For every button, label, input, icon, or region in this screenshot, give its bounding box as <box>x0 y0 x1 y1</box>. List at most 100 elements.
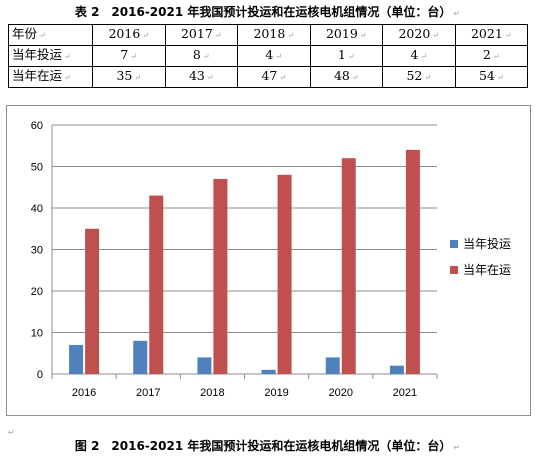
figure-caption: 图 2 2016-2021 年我国预计投运和在运核电机组情况（单位：台） ↵ <box>0 438 535 456</box>
table-cell: 2 ↵ <box>454 45 528 67</box>
bar-in-operation <box>277 174 292 374</box>
bar-commissioned <box>261 369 276 374</box>
paragraph-mark-icon: ↵ <box>8 428 15 437</box>
cell-end-mark-icon: ↵ <box>351 73 359 82</box>
paragraph-mark-icon: ↵ <box>453 443 461 452</box>
cell-text: 43 <box>188 68 205 83</box>
cell-text: 2017 <box>180 26 213 41</box>
cell-end-mark-icon: ↵ <box>202 52 210 61</box>
cell-end-mark-icon: ↵ <box>496 73 504 82</box>
cell-text: 1 <box>337 47 346 62</box>
cell-end-mark-icon: ↵ <box>492 52 500 61</box>
cell-end-mark-icon: ↵ <box>39 31 46 40</box>
table-header-row: 年份 ↵ 2016 ↵ 2017 ↵ 2018 ↵ 2019 ↵ 2020 ↵ 2021 ↵ <box>8 24 528 46</box>
figure-caption-text: 图 2 2016-2021 年我国预计投运和在运核电机组情况（单位：台） <box>74 439 452 453</box>
bar-in-operation <box>405 149 420 374</box>
table-cell: 1 ↵ <box>309 45 383 67</box>
table-cell: 2018 ↵ <box>237 24 311 46</box>
table-row-label-cell: 当年在运 ↵ <box>8 66 93 88</box>
legend-swatch <box>450 240 458 248</box>
x-tick-label: 2021 <box>393 387 417 399</box>
paragraph-mark-icon: ↵ <box>453 9 461 18</box>
x-tick-label: 2018 <box>200 387 224 399</box>
table-cell: 2020 ↵ <box>382 24 456 46</box>
table-cell: 35 ↵ <box>92 66 166 88</box>
table-title-text: 表 2 2016-2021 年我国预计投运和在运核电机组情况（单位：台） <box>74 5 452 19</box>
table-cell: 52 ↵ <box>382 66 456 88</box>
cell-end-mark-icon: ↵ <box>347 52 355 61</box>
cell-text: 当年在运 <box>12 68 63 83</box>
cell-end-mark-icon: ↵ <box>420 52 428 61</box>
cell-text: 48 <box>333 68 350 83</box>
y-tick-label: 30 <box>31 245 43 257</box>
cell-end-mark-icon: ↵ <box>214 31 222 40</box>
y-tick-label: 60 <box>31 120 43 132</box>
table-cell: 2017 ↵ <box>164 24 238 46</box>
cell-text: 4 <box>265 47 274 62</box>
table-cell: 7 ↵ <box>92 45 166 67</box>
cell-text: 54 <box>478 68 495 83</box>
cell-end-mark-icon: ↵ <box>275 52 283 61</box>
cell-text: 当年投运 <box>12 47 63 62</box>
table-row-label-cell: 当年投运 ↵ <box>8 45 93 67</box>
bar-chart: 0 10 20 30 40 50 60 2016 2017 2018 2019 2020 2021 当年投… <box>31 120 511 399</box>
x-tick-label: 2016 <box>72 387 96 399</box>
cell-end-mark-icon: ↵ <box>504 31 512 40</box>
bar-commissioned <box>389 365 404 374</box>
cell-text: 35 <box>116 68 133 83</box>
cell-text: 47 <box>261 68 278 83</box>
cell-text: 2 <box>482 47 491 62</box>
table-cell: 43 ↵ <box>164 66 238 88</box>
y-tick-label: 10 <box>31 328 43 340</box>
x-tick-label: 2020 <box>329 387 353 399</box>
cell-end-mark-icon: ↵ <box>279 73 287 82</box>
cell-end-mark-icon: ↵ <box>134 73 142 82</box>
cell-end-mark-icon: ↵ <box>142 31 149 40</box>
y-tick-label: 20 <box>31 286 43 298</box>
bar-commissioned <box>69 344 84 374</box>
cell-end-mark-icon: ↵ <box>206 73 214 82</box>
bar-in-operation <box>149 195 164 374</box>
cell-text: 2020 <box>398 26 431 41</box>
cell-end-mark-icon: ↵ <box>130 52 138 61</box>
legend-label: 当年在运 <box>463 263 511 277</box>
data-table: 年份 ↵ 2016 ↵ 2017 ↵ 2018 ↵ 2019 ↵ 2020 ↵ 2021 ↵ 当年投运 ↵ 7 ↵… <box>8 24 528 88</box>
y-tick-label: 40 <box>31 203 43 215</box>
y-tick-label: 50 <box>31 162 43 174</box>
table-cell: 4 ↵ <box>382 45 456 67</box>
cell-text: 2019 <box>325 26 358 41</box>
table-cell: 2019 ↵ <box>309 24 383 46</box>
table-title: 表 2 2016-2021 年我国预计投运和在运核电机组情况（单位：台） ↵ <box>0 4 535 22</box>
bar-commissioned <box>197 357 212 374</box>
table-cell: 4 ↵ <box>237 45 311 67</box>
bar-commissioned <box>325 357 340 374</box>
table-body: 年份 ↵ 2016 ↵ 2017 ↵ 2018 ↵ 2019 ↵ 2020 ↵ 2021 ↵ 当年投运 ↵ 7 ↵… <box>8 24 528 88</box>
cell-end-mark-icon: ↵ <box>287 31 294 40</box>
table-cell: 2016 ↵ <box>92 24 166 46</box>
legend-swatch <box>450 266 458 274</box>
cell-text: 2016 <box>108 26 141 41</box>
x-tick-label: 2019 <box>264 387 288 399</box>
bar-in-operation <box>341 158 356 374</box>
table-cell: 47 ↵ <box>237 66 311 88</box>
table-header-row-label-cell: 年份 ↵ <box>8 24 93 46</box>
bar-commissioned <box>133 340 148 374</box>
cell-end-mark-icon: ↵ <box>64 73 71 82</box>
cell-text: 52 <box>406 68 423 83</box>
bar-in-operation <box>85 228 100 374</box>
cell-text: 2018 <box>253 26 286 41</box>
table-row: 当年投运 ↵ 7 ↵ 8 ↵ 4 ↵ 1 ↵ 4 ↵ 2 ↵ <box>8 45 528 67</box>
chart-frame: 0 10 20 30 40 50 60 2016 2017 2018 2019 2020 2021 当年投… <box>6 105 531 416</box>
x-tick-label: 2017 <box>136 387 160 399</box>
cell-text: 7 <box>120 47 129 62</box>
cell-text: 8 <box>192 47 201 62</box>
legend-label: 当年投运 <box>463 236 511 251</box>
table-row: 当年在运 ↵ 35 ↵ 43 ↵ 47 ↵ 48 ↵ 52 ↵ 54 ↵ <box>8 66 528 88</box>
table-cell: 54 ↵ <box>454 66 528 88</box>
table-cell: 2021 ↵ <box>454 24 528 46</box>
bar-in-operation <box>213 178 228 374</box>
cell-end-mark-icon: ↵ <box>359 31 367 40</box>
y-tick-label: 0 <box>37 369 43 381</box>
cell-end-mark-icon: ↵ <box>424 73 432 82</box>
table-cell: 48 ↵ <box>309 66 383 88</box>
